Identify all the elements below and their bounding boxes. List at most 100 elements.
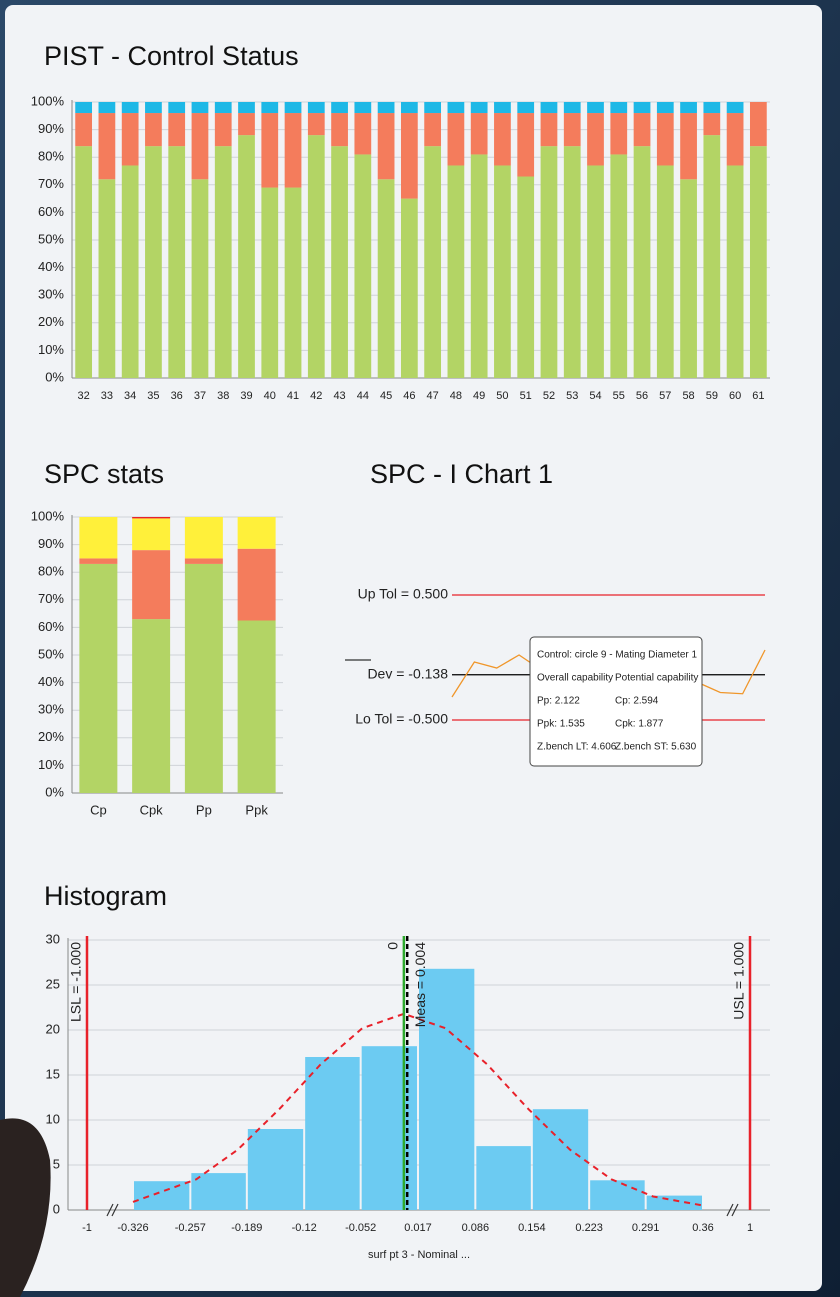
histogram-bar: [533, 1109, 588, 1210]
bar-segment: [471, 154, 488, 378]
bar-segment: [185, 558, 223, 564]
y-tick-label: 30: [46, 931, 60, 946]
histogram-bar: [191, 1173, 246, 1210]
bar-segment: [494, 102, 511, 113]
y-tick-label: 40%: [38, 259, 64, 274]
bar-segment: [727, 165, 744, 378]
y-tick-label: 0: [53, 1201, 60, 1216]
x-tick-label: 0.291: [632, 1222, 660, 1234]
y-tick-label: 90%: [38, 121, 64, 136]
bar-segment: [192, 179, 209, 378]
bar-segment: [238, 102, 255, 113]
tooltip-text: Z.bench LT: 4.606: [537, 742, 617, 753]
bar-segment: [238, 621, 276, 794]
bar-segment: [132, 550, 170, 619]
x-axis-title: surf pt 3 - Nominal ...: [368, 1249, 470, 1261]
bar-segment: [703, 113, 720, 135]
chart-title: PIST - Control Status: [44, 41, 299, 71]
bar-segment: [238, 113, 255, 135]
x-tick-label: 52: [543, 390, 555, 402]
histogram-bar: [362, 1046, 417, 1210]
x-tick-label: Cpk: [140, 802, 164, 817]
tooltip-text: Z.bench ST: 5.630: [615, 742, 697, 753]
bar-segment: [727, 113, 744, 165]
bar-segment: [541, 146, 558, 378]
bar-segment: [215, 113, 232, 146]
bar-segment: [424, 113, 441, 146]
bar-segment: [657, 165, 674, 378]
y-tick-label: 100%: [31, 508, 65, 523]
bar-segment: [401, 113, 418, 199]
x-tick-label: 56: [636, 390, 648, 402]
bar-segment: [145, 146, 162, 378]
bar-segment: [564, 102, 581, 113]
bar-segment: [587, 165, 604, 378]
y-tick-label: 60%: [38, 204, 64, 219]
bar-segment: [541, 102, 558, 113]
bar-segment: [285, 102, 302, 113]
bar-segment: [122, 102, 139, 113]
chart-title: SPC - I Chart 1: [370, 459, 553, 489]
bar-segment: [401, 199, 418, 378]
bar-segment: [168, 102, 185, 113]
bar-segment: [79, 558, 117, 564]
bar-segment: [564, 113, 581, 146]
x-tick-label: 55: [613, 390, 625, 402]
bar-segment: [261, 113, 278, 188]
x-tick-label: 32: [78, 390, 90, 402]
bar-segment: [168, 146, 185, 378]
y-tick-label: 0%: [45, 784, 64, 799]
bar-segment: [285, 188, 302, 378]
bar-segment: [79, 564, 117, 793]
tooltip-text: Pp: 2.122: [537, 696, 580, 707]
x-tick-label: 36: [171, 390, 183, 402]
y-tick-label: 5: [53, 1156, 60, 1171]
marker-label: USL = 1.000: [731, 942, 747, 1020]
bar-segment: [610, 102, 627, 113]
y-tick-label: 30%: [38, 702, 64, 717]
bar-segment: [610, 154, 627, 378]
bar-segment: [471, 102, 488, 113]
bar-segment: [541, 113, 558, 146]
y-tick-label: 10%: [38, 757, 64, 772]
bar-segment: [331, 102, 348, 113]
bar-segment: [727, 102, 744, 113]
x-tick-label: 50: [496, 390, 508, 402]
y-tick-label: 10: [46, 1111, 60, 1126]
x-tick-label: 0.086: [462, 1222, 490, 1234]
tooltip-text: Overall capability: [537, 673, 613, 684]
bar-segment: [401, 102, 418, 113]
bar-segment: [378, 179, 395, 378]
bar-segment: [354, 113, 371, 154]
histogram-bar: [590, 1180, 645, 1210]
x-tick-label: 38: [217, 390, 229, 402]
bar-segment: [192, 113, 209, 179]
limit-label: Up Tol = 0.500: [358, 586, 449, 602]
x-tick-label: 54: [589, 390, 601, 402]
bar-segment: [587, 113, 604, 165]
x-tick-label: 35: [147, 390, 159, 402]
y-tick-label: 60%: [38, 619, 64, 634]
bar-segment: [587, 102, 604, 113]
y-tick-label: 40%: [38, 674, 64, 689]
x-tick-label: 0.36: [692, 1222, 713, 1234]
bar-segment: [657, 113, 674, 165]
y-tick-label: 50%: [38, 231, 64, 246]
bar-segment: [517, 102, 534, 113]
bar-segment: [75, 113, 92, 146]
y-tick-label: 0%: [45, 369, 64, 384]
y-tick-label: 20%: [38, 729, 64, 744]
bar-segment: [238, 135, 255, 378]
y-tick-label: 70%: [38, 591, 64, 606]
tooltip-text: Ppk: 1.535: [537, 719, 585, 730]
x-tick-label: 47: [427, 390, 439, 402]
x-tick-label: 57: [659, 390, 671, 402]
x-tick-label: 58: [682, 390, 694, 402]
x-tick-label: -1: [82, 1222, 92, 1234]
bar-segment: [145, 113, 162, 146]
bar-segment: [494, 165, 511, 378]
limit-label: Dev = -0.138: [367, 665, 448, 681]
marker-label: Meas = 0.004: [412, 942, 428, 1027]
bar-segment: [79, 517, 117, 558]
x-tick-label: 60: [729, 390, 741, 402]
